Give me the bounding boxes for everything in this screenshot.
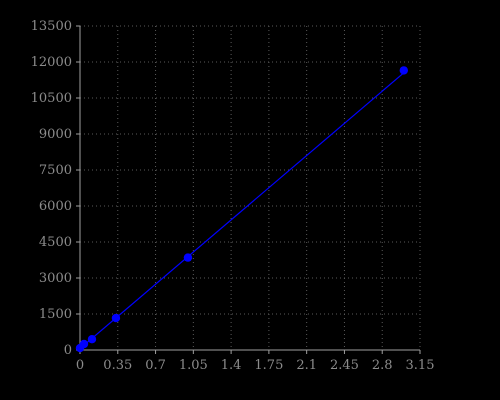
x-tick-label: 0.7 [145, 358, 166, 373]
x-tick-label: 2.45 [330, 358, 359, 373]
y-tick-label: 13500 [31, 19, 72, 34]
y-tick-label: 12000 [31, 55, 72, 70]
x-tick-label: 3.15 [406, 358, 435, 373]
data-point [111, 313, 121, 323]
data-point [87, 335, 97, 344]
y-axis-ticks: 0 1500 3000 4500 6000 7500 9000 10500 12000 13500 [31, 19, 80, 358]
x-axis-ticks: 0 0.35 0.7 1.05 1.4 1.75 2.1 2.45 2.8 3.15 [76, 350, 435, 373]
x-tick-label: 0 [76, 358, 84, 373]
x-tick-label: 1.75 [254, 358, 283, 373]
y-tick-label: 1500 [39, 307, 72, 322]
grid [80, 25, 421, 350]
x-tick-label: 2.1 [296, 358, 317, 373]
x-tick-label: 1.4 [221, 358, 242, 373]
x-tick-label: 1.05 [179, 358, 208, 373]
data-point [183, 253, 193, 262]
y-tick-label: 7500 [39, 163, 72, 178]
data-series [75, 66, 409, 353]
x-tick-label: 0.35 [103, 358, 132, 373]
x-tick-label: 2.8 [372, 358, 393, 373]
data-point [399, 66, 409, 75]
y-tick-label: 9000 [39, 127, 72, 142]
y-tick-label: 4500 [39, 235, 72, 250]
data-point [79, 339, 89, 349]
y-tick-label: 6000 [39, 199, 72, 214]
y-tick-label: 10500 [31, 91, 72, 106]
y-tick-label: 0 [64, 343, 72, 358]
axes [79, 26, 420, 351]
y-tick-label: 3000 [39, 271, 72, 286]
fit-line [79, 72, 405, 350]
